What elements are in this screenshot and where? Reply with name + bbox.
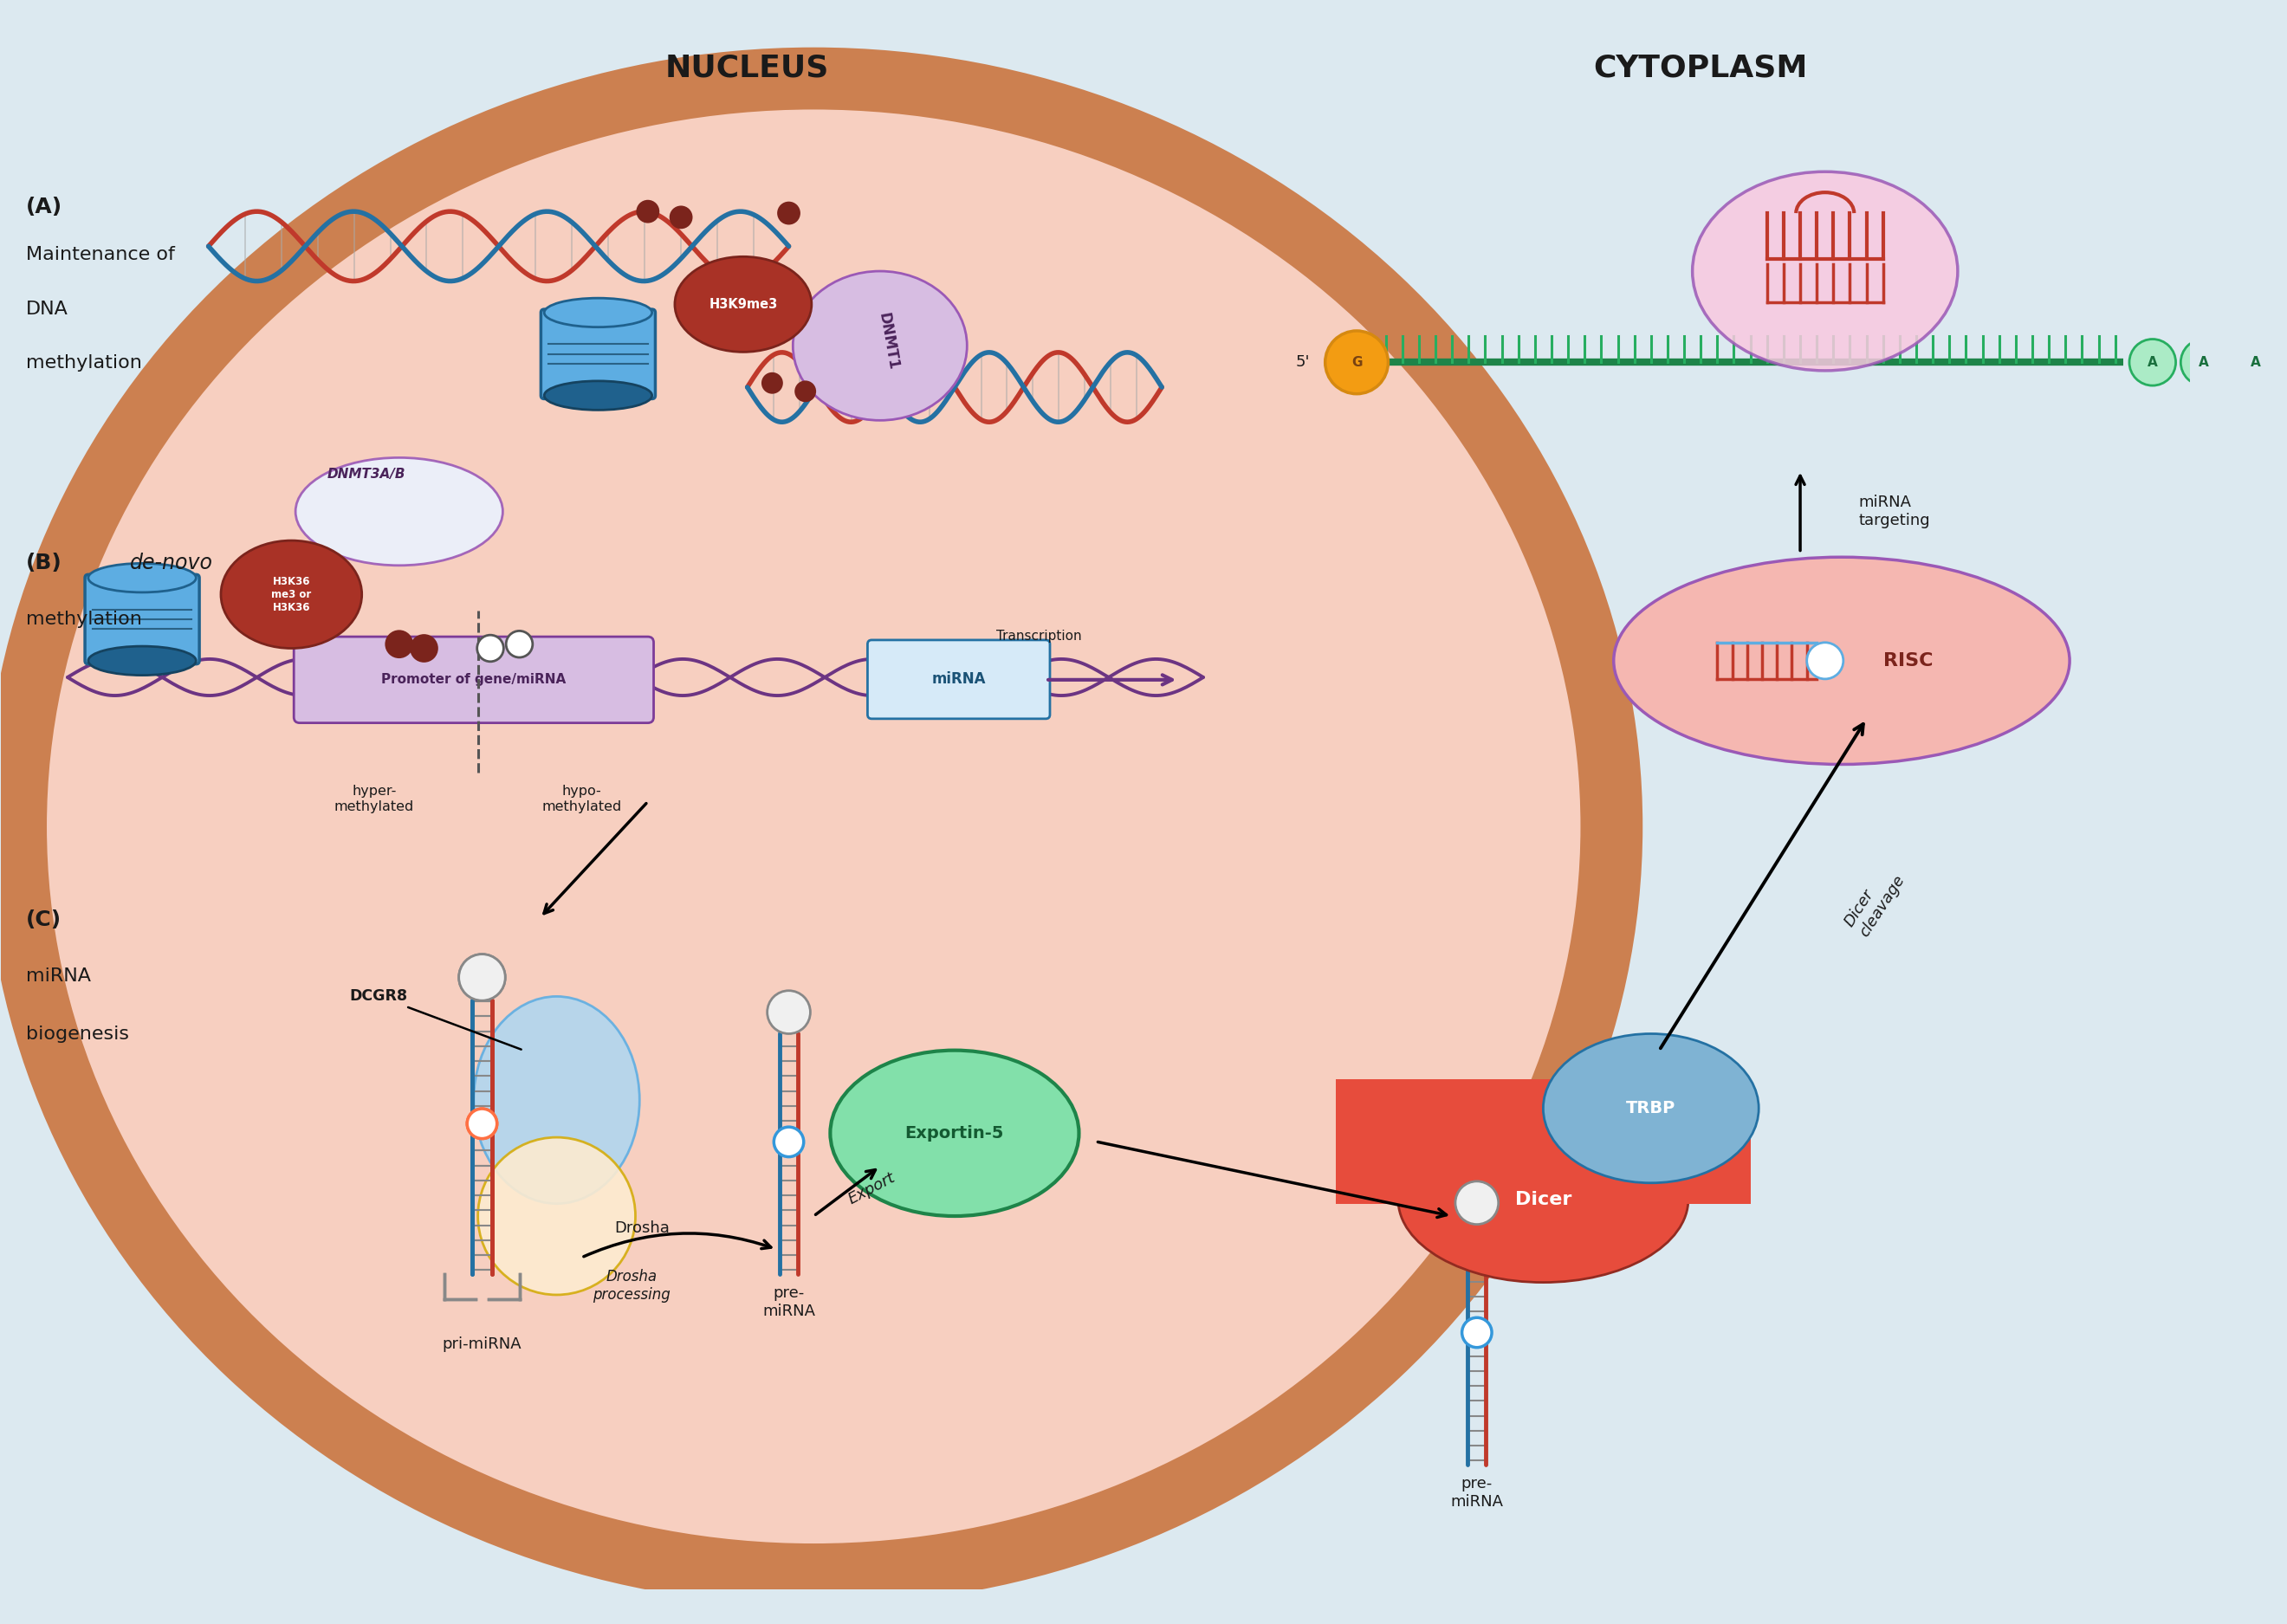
Text: H3K36
me3 or
H3K36: H3K36 me3 or H3K36: [272, 577, 311, 612]
Text: miRNA: miRNA: [25, 968, 91, 984]
Circle shape: [505, 630, 533, 658]
Text: A: A: [2198, 356, 2209, 369]
Circle shape: [636, 200, 659, 222]
Ellipse shape: [1544, 1034, 1759, 1182]
Text: Drosha
processing: Drosha processing: [592, 1268, 670, 1302]
Circle shape: [794, 380, 816, 403]
Circle shape: [762, 372, 782, 395]
Text: (A): (A): [25, 197, 62, 218]
Ellipse shape: [89, 646, 197, 676]
Text: DCGR8: DCGR8: [350, 989, 521, 1049]
Ellipse shape: [544, 382, 652, 409]
Ellipse shape: [544, 299, 652, 326]
Ellipse shape: [478, 1137, 636, 1294]
Text: DNA: DNA: [25, 300, 69, 317]
Ellipse shape: [0, 47, 1642, 1606]
Circle shape: [478, 635, 503, 661]
Text: hypo-
methylated: hypo- methylated: [542, 784, 622, 814]
Ellipse shape: [1692, 172, 1958, 370]
Circle shape: [1455, 1181, 1498, 1224]
Circle shape: [778, 201, 800, 224]
FancyBboxPatch shape: [293, 637, 654, 723]
FancyBboxPatch shape: [867, 640, 1050, 719]
Ellipse shape: [89, 564, 197, 593]
Ellipse shape: [295, 458, 503, 565]
Text: 5': 5': [1297, 354, 1310, 370]
Circle shape: [2129, 339, 2175, 385]
Text: (C): (C): [25, 909, 62, 931]
Text: TRBP: TRBP: [1626, 1099, 1676, 1117]
Text: Maintenance of: Maintenance of: [25, 247, 176, 263]
Text: G: G: [1352, 356, 1363, 369]
Text: biogenesis: biogenesis: [25, 1025, 128, 1043]
Ellipse shape: [830, 1051, 1079, 1216]
Ellipse shape: [675, 257, 812, 352]
Text: RISC: RISC: [1882, 653, 1933, 669]
Text: A: A: [2250, 356, 2260, 369]
Text: Export: Export: [846, 1169, 899, 1207]
Text: (B): (B): [25, 554, 62, 573]
Ellipse shape: [794, 271, 967, 421]
Text: pri-miRNA: pri-miRNA: [441, 1337, 521, 1353]
Circle shape: [766, 991, 810, 1034]
Text: Dicer
cleavage: Dicer cleavage: [1841, 862, 1907, 940]
Circle shape: [2232, 339, 2278, 385]
Text: DNMT1: DNMT1: [876, 312, 901, 372]
Circle shape: [773, 1127, 803, 1156]
Circle shape: [467, 1109, 496, 1138]
Text: methylation: methylation: [25, 354, 142, 372]
Text: de-novo: de-novo: [130, 554, 213, 573]
Text: NUCLEUS: NUCLEUS: [666, 54, 830, 83]
Text: Promoter of gene/miRNA: Promoter of gene/miRNA: [382, 674, 567, 687]
Text: Transcription: Transcription: [997, 630, 1082, 643]
Circle shape: [670, 206, 693, 229]
Circle shape: [1807, 643, 1843, 679]
Ellipse shape: [1615, 557, 2070, 765]
Text: H3K9me3: H3K9me3: [709, 297, 778, 310]
Ellipse shape: [473, 997, 640, 1203]
Text: Exportin-5: Exportin-5: [906, 1125, 1004, 1142]
FancyBboxPatch shape: [1336, 1080, 1750, 1203]
Text: pre-
miRNA: pre- miRNA: [1450, 1476, 1503, 1510]
Text: methylation: methylation: [25, 611, 142, 628]
Text: DNMT3A/B: DNMT3A/B: [327, 468, 405, 481]
Text: miRNA: miRNA: [931, 672, 986, 687]
Circle shape: [387, 630, 412, 658]
Text: pre-
miRNA: pre- miRNA: [762, 1286, 814, 1319]
Circle shape: [460, 955, 505, 1000]
Circle shape: [1461, 1317, 1491, 1348]
Circle shape: [467, 1109, 496, 1138]
Text: CYTOPLASM: CYTOPLASM: [1594, 54, 1807, 83]
Text: Drosha: Drosha: [615, 1221, 670, 1236]
Text: miRNA
targeting: miRNA targeting: [1859, 495, 1930, 528]
Circle shape: [1324, 331, 1388, 395]
FancyBboxPatch shape: [542, 309, 656, 400]
Ellipse shape: [1397, 1117, 1688, 1283]
Ellipse shape: [46, 109, 1580, 1543]
Circle shape: [460, 955, 505, 1000]
Text: A: A: [2147, 356, 2157, 369]
FancyBboxPatch shape: [85, 575, 199, 664]
Text: Dicer: Dicer: [1514, 1190, 1571, 1208]
Circle shape: [2182, 339, 2228, 385]
Ellipse shape: [222, 541, 361, 648]
Circle shape: [412, 635, 437, 661]
Text: hyper-
methylated: hyper- methylated: [334, 784, 414, 814]
